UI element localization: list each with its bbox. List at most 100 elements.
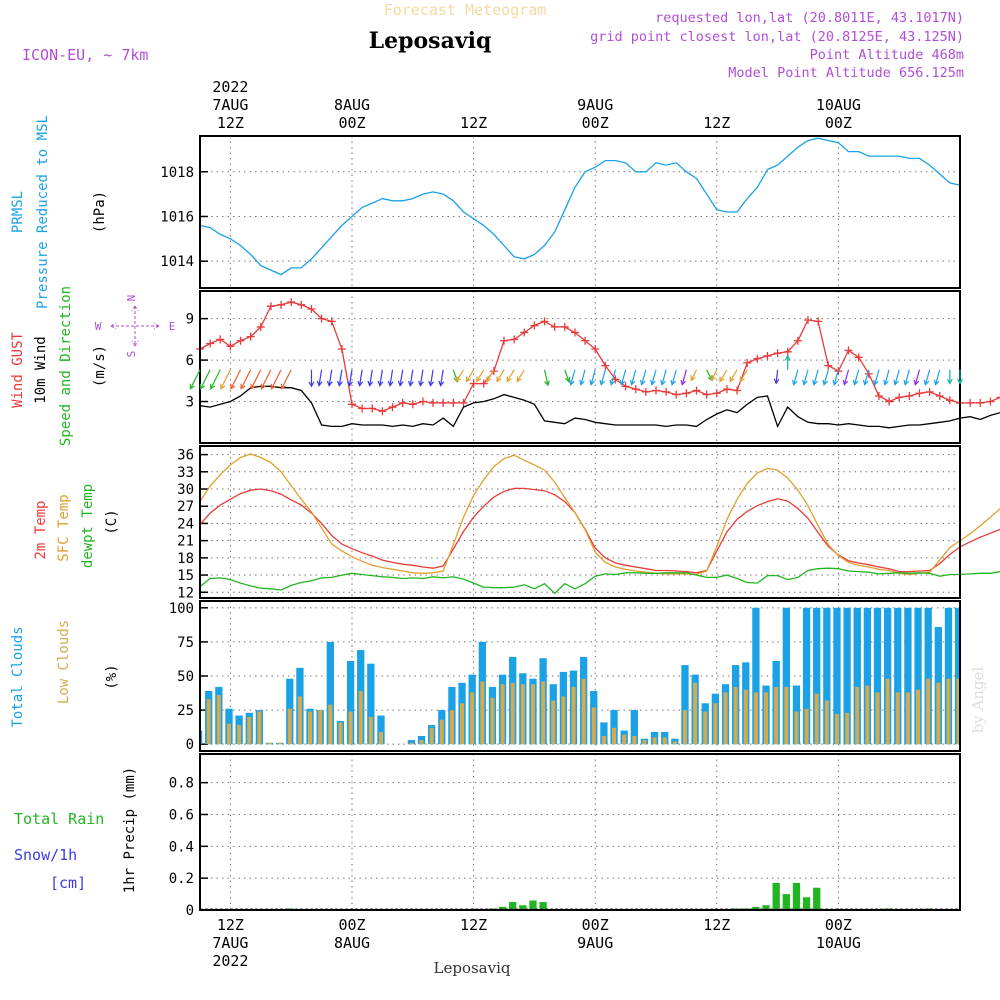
wind-arrow-head	[883, 379, 889, 386]
time-tick-bottom-label: 7AUG	[212, 934, 248, 952]
bar-low-clouds	[926, 678, 931, 745]
gust-marker	[682, 389, 691, 398]
wind-arrow	[200, 369, 211, 389]
time-tick-top-label: 10AUG	[816, 96, 861, 114]
line-2m-temp	[199, 487, 1000, 574]
wind-arrow	[543, 369, 549, 386]
bar-low-clouds	[845, 712, 850, 745]
bar-total-clouds	[802, 607, 811, 745]
bar-low-clouds	[703, 711, 708, 745]
wind-arrow	[516, 369, 525, 382]
gust-marker	[327, 317, 336, 326]
wind-arrow	[466, 369, 475, 382]
gust-marker	[510, 335, 519, 344]
bar-low-clouds	[662, 737, 667, 745]
wind-arrow-head	[639, 379, 646, 386]
panel-frame	[199, 753, 961, 911]
bar-total-rain	[539, 902, 547, 910]
y-tick-label: 30	[177, 482, 194, 498]
gust-marker	[500, 336, 508, 345]
wind-arrow	[358, 369, 363, 386]
bar-total-clouds	[752, 607, 760, 745]
compass-rose: N S W E	[95, 295, 176, 358]
bar-total-rain	[509, 902, 517, 910]
point-altitude: Point Altitude 468m	[810, 47, 964, 63]
bar-total-clouds	[681, 665, 689, 745]
wind-arrow	[904, 369, 910, 385]
wind-arrow-head	[923, 379, 930, 386]
bar-low-clouds	[480, 681, 485, 745]
wind-arrow	[894, 369, 900, 385]
bar-low-clouds	[429, 727, 434, 745]
gust-marker	[307, 304, 316, 313]
y-tick-label: 3	[186, 395, 194, 411]
panel-frame	[199, 445, 961, 599]
gust-marker	[206, 339, 215, 348]
wind-arrow-head	[544, 380, 550, 387]
gust-marker	[550, 322, 559, 331]
wind-arrow	[409, 369, 414, 386]
bar-low-clouds	[875, 692, 880, 745]
wind-arrow	[671, 369, 677, 385]
bar-low-clouds	[824, 700, 829, 745]
bar-total-clouds	[377, 715, 385, 745]
gust-marker	[560, 322, 569, 331]
time-tick-top-label: 9AUG	[577, 96, 613, 114]
wind-arrow-head	[913, 379, 920, 386]
gust-marker	[287, 298, 296, 307]
wind-arrow	[318, 369, 323, 386]
bar-total-clouds	[853, 607, 861, 745]
y-tick-label: 0	[186, 903, 194, 919]
bar-total-rain	[802, 897, 811, 910]
wind-arrow-head	[308, 381, 315, 388]
gust-marker	[317, 314, 326, 323]
wind-arrow	[250, 369, 262, 389]
bar-low-clouds	[834, 714, 839, 745]
bar-low-clouds	[814, 693, 819, 745]
gust-marker	[854, 353, 863, 362]
gust-marker	[783, 347, 792, 356]
wind-arrow-head	[387, 380, 394, 387]
wind-arrow-head	[842, 379, 849, 386]
gust-marker	[895, 393, 904, 402]
wind-arrow-head	[250, 383, 256, 390]
time-tick-bottom-label: 2022	[212, 952, 248, 970]
wind-arrow-head	[690, 375, 696, 382]
gust-marker	[996, 393, 1000, 402]
wind-arrow-head	[486, 376, 492, 383]
bar-low-clouds	[622, 734, 627, 745]
y-tick-label: 18	[177, 551, 194, 567]
bar-low-clouds	[794, 711, 799, 745]
wind-arrow-head	[506, 376, 512, 383]
wind-arrow	[260, 369, 272, 389]
gust-marker	[570, 328, 579, 337]
time-tick-top-label: 12Z	[460, 114, 487, 132]
time-tick-top-label: 00Z	[825, 114, 852, 132]
bar-total-clouds	[873, 607, 882, 745]
wind-arrow-head	[465, 376, 472, 383]
bar-low-clouds	[358, 691, 363, 745]
label-speed-direction: Speed and Direction	[58, 286, 74, 446]
bar-low-clouds	[530, 684, 535, 745]
bar-low-clouds	[895, 692, 900, 745]
label-10m-wind: 10m Wind	[33, 336, 49, 403]
label-low-clouds: Low Clouds	[56, 620, 72, 704]
gust-marker	[976, 398, 985, 407]
bar-total-clouds	[630, 710, 638, 745]
gust-marker	[925, 387, 934, 396]
bar-total-clouds	[833, 607, 841, 745]
bar-low-clouds	[642, 740, 647, 745]
bar-total-clouds	[326, 641, 334, 745]
bar-low-clouds	[419, 740, 424, 745]
wind-arrow	[338, 369, 343, 386]
wind-arrow	[399, 369, 404, 386]
bar-total-clouds	[813, 607, 821, 745]
wind-arrow-head	[773, 378, 780, 385]
model-label: ICON-EU, ~ 7km	[22, 46, 148, 64]
requested-coords: requested lon,lat (20.8011E, 43.1017N)	[655, 10, 964, 26]
bar-total-rain	[772, 882, 780, 910]
time-tick-top-label: 2022	[212, 78, 248, 96]
panel-frame	[199, 600, 961, 752]
y-tick-label: 1014	[160, 254, 194, 270]
